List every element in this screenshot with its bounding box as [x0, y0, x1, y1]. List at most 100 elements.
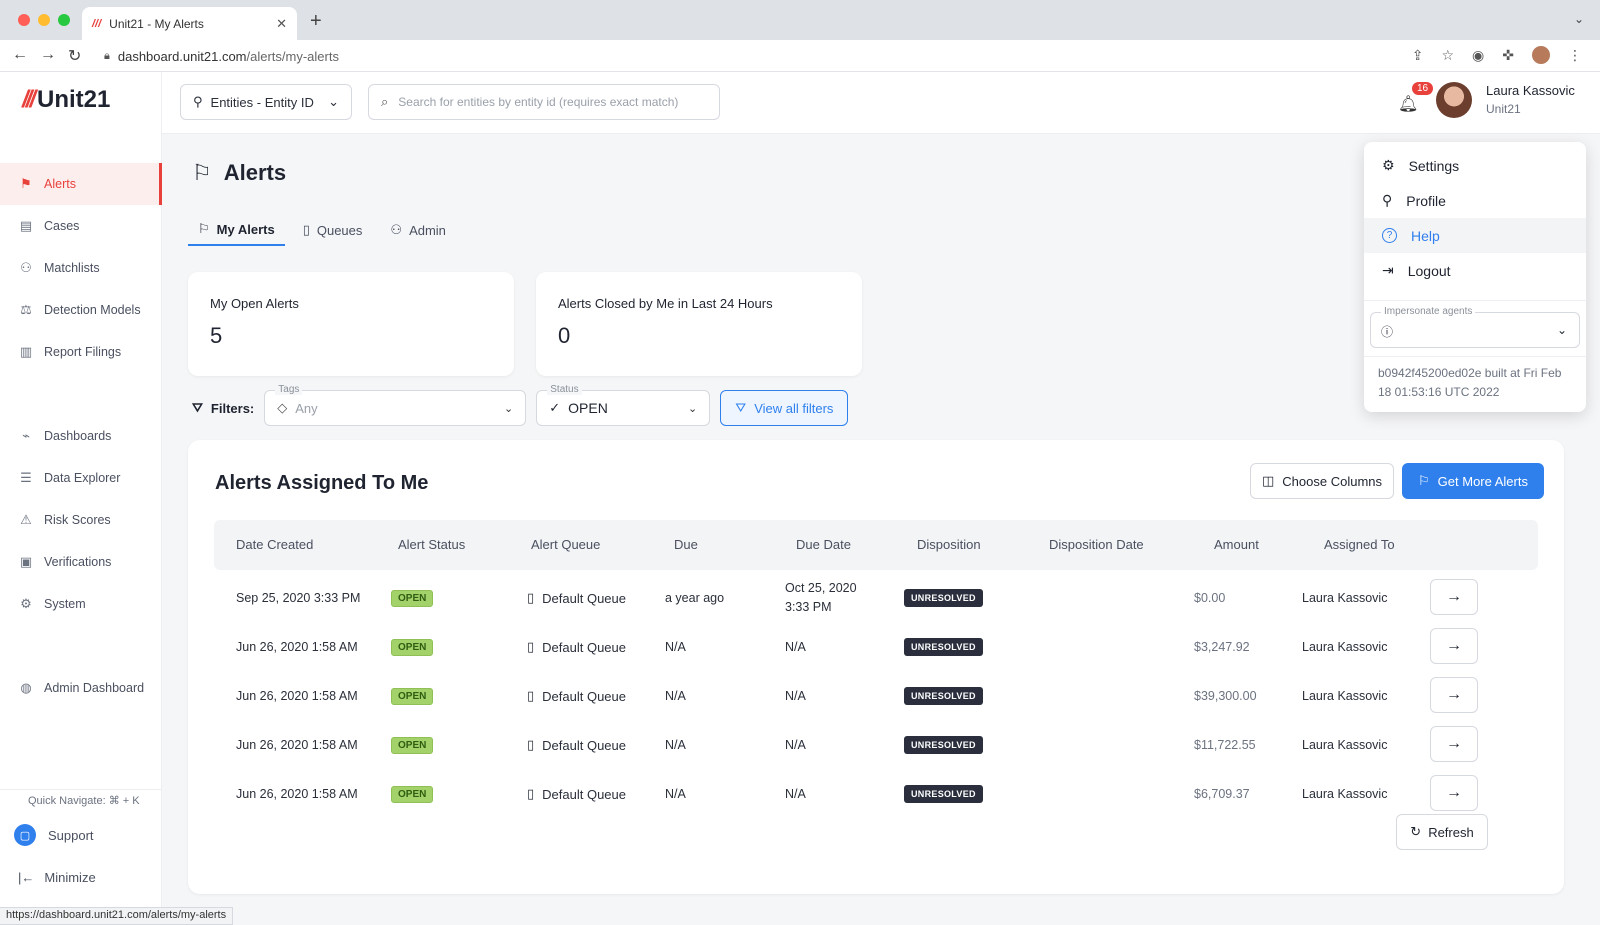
open-alert-arrow-icon[interactable]: → — [1430, 775, 1478, 811]
tags-legend: Tags — [275, 384, 303, 395]
back-arrow-icon[interactable]: ← — [12, 46, 28, 63]
column-header[interactable]: Disposition Date — [1049, 537, 1144, 552]
chrome-profile-avatar[interactable] — [1532, 46, 1550, 64]
due-cell: N/A — [665, 689, 686, 703]
sidebar-item-risk-scores[interactable]: ⚠ Risk Scores — [0, 499, 162, 541]
reload-icon[interactable]: ↻ — [68, 48, 82, 65]
status-badge: OPEN — [391, 786, 434, 803]
table-row[interactable]: Jun 26, 2020 1:58 AM OPEN ▯ Default Queue… — [214, 770, 1538, 819]
sidebar-item-label: Dashboards — [44, 429, 112, 443]
get-more-alerts-button[interactable]: ⚐ Get More Alerts — [1402, 463, 1544, 499]
sidebar-item-matchlists[interactable]: ⚇ Matchlists — [0, 247, 162, 289]
avatar[interactable] — [1436, 82, 1472, 118]
sidebar-item-cases[interactable]: ▤ Cases — [0, 205, 162, 247]
open-alert-arrow-icon[interactable]: → — [1430, 579, 1478, 615]
clipboard-icon: ▯ — [527, 786, 535, 801]
amount-cell: $0.00 — [1194, 591, 1226, 605]
refresh-button[interactable]: ↻ Refresh — [1396, 814, 1488, 850]
menu-divider — [1364, 356, 1586, 357]
queue-cell: ▯ Default Queue — [527, 737, 626, 753]
view-all-label: View all filters — [754, 400, 834, 416]
sidebar-item-detection-models[interactable]: ⚖ Detection Models — [0, 289, 162, 331]
sidebar-item-dashboards[interactable]: ⌁ Dashboards — [0, 415, 162, 457]
tab-queues[interactable]: ▯ Queues — [293, 214, 373, 246]
menu-item-settings[interactable]: ⚙ Settings — [1364, 148, 1586, 183]
disposition-badge: UNRESOLVED — [904, 589, 983, 607]
url-path: /alerts/my-alerts — [246, 48, 339, 64]
refresh-icon: ↻ — [1410, 824, 1422, 839]
flag-icon: ⚐ — [1418, 473, 1430, 488]
open-alert-arrow-icon[interactable]: → — [1430, 677, 1478, 713]
sidebar-item-data-explorer[interactable]: ☰ Data Explorer — [0, 457, 162, 499]
extension-icon[interactable]: ◉ — [1472, 46, 1485, 63]
minimize-sidebar-button[interactable]: |← Minimize — [18, 870, 96, 885]
sidebar-item-report-filings[interactable]: ▥ Report Filings — [0, 331, 162, 373]
support-button[interactable]: ▢ Support — [14, 824, 94, 846]
close-tab-icon[interactable]: ✕ — [276, 15, 287, 31]
minimize-window-button[interactable] — [38, 14, 50, 26]
impersonate-agents-select[interactable]: Impersonate agents ⓘ ⌄ — [1370, 306, 1580, 348]
share-icon[interactable]: ⇪ — [1411, 46, 1424, 63]
bookmark-star-icon[interactable]: ☆ — [1441, 46, 1455, 63]
sidebar: /// Unit21 ⚑ Alerts ▤ Cases ⚇ Matchlists ⚖ D… — [0, 72, 162, 925]
view-all-filters-button[interactable]: ⛛ View all filters — [720, 390, 849, 426]
maximize-window-button[interactable] — [58, 14, 70, 26]
choose-columns-button[interactable]: ◫ Choose Columns — [1250, 463, 1394, 499]
due-date-cell: N/A — [785, 738, 806, 752]
sidebar-item-label: Detection Models — [44, 303, 141, 317]
due-cell: N/A — [665, 640, 686, 654]
column-header[interactable]: Alert Status — [398, 537, 466, 552]
column-header[interactable]: Date Created — [236, 537, 314, 552]
table-row[interactable]: Jun 26, 2020 1:58 AM OPEN ▯ Default Queue… — [214, 672, 1538, 721]
due-date-cell: Oct 25, 2020 — [785, 581, 857, 595]
closed-alerts-label: Alerts Closed by Me in Last 24 Hours — [558, 296, 773, 311]
column-header[interactable]: Disposition — [917, 537, 981, 552]
sidebar-item-system[interactable]: ⚙ System — [0, 583, 162, 625]
column-header[interactable]: Amount — [1214, 537, 1259, 552]
browser-tab-active[interactable]: /// Unit21 - My Alerts ✕ — [82, 7, 297, 40]
tab-my-alerts[interactable]: ⚐ My Alerts — [188, 214, 285, 246]
url-field[interactable]: 🔒︎ dashboard.unit21.com/alerts/my-alerts — [104, 45, 1454, 67]
chrome-menu-icon[interactable]: ⋮ — [1568, 46, 1582, 63]
globe-icon: ◍ — [20, 680, 32, 695]
filters-label: Filters: — [210, 400, 255, 416]
table-row[interactable]: Jun 26, 2020 1:58 AM OPEN ▯ Default Queue… — [214, 623, 1538, 672]
entity-search-input[interactable] — [398, 95, 699, 109]
new-tab-button[interactable]: + — [310, 10, 322, 32]
column-header[interactable]: Alert Queue — [531, 537, 601, 552]
menu-item-logout[interactable]: ⇥ Logout — [1364, 253, 1586, 288]
open-alert-arrow-icon[interactable]: → — [1430, 726, 1478, 762]
close-window-button[interactable] — [18, 14, 30, 26]
forward-arrow-icon[interactable]: → — [40, 46, 56, 63]
due-date-cell: N/A — [785, 640, 806, 654]
sidebar-item-admin-dashboard[interactable]: ◍ Admin Dashboard — [0, 667, 162, 709]
status-filter-select[interactable]: Status ✓ OPEN ⌄ — [536, 384, 711, 426]
tags-filter-select[interactable]: Tags ◇ Any ⌄ — [264, 384, 527, 426]
status-badge: OPEN — [391, 639, 434, 656]
column-header[interactable]: Assigned To — [1324, 537, 1395, 552]
menu-item-profile[interactable]: ⚲ Profile — [1364, 183, 1586, 218]
column-header[interactable]: Due Date — [796, 537, 851, 552]
browser-tab-bar: /// Unit21 - My Alerts ✕ + ⌄ — [0, 0, 1600, 40]
sidebar-item-alerts[interactable]: ⚑ Alerts — [0, 163, 162, 205]
user-org: Unit21 — [1486, 102, 1521, 116]
search-icon: ⌕ — [381, 94, 389, 109]
date-created-cell: Jun 26, 2020 1:58 AM — [236, 787, 358, 801]
table-row[interactable]: Jun 26, 2020 1:58 AM OPEN ▯ Default Queue… — [214, 721, 1538, 770]
bell-icon[interactable]: 🔔︎ — [1398, 96, 1419, 113]
menu-item-help[interactable]: ? Help — [1364, 218, 1586, 253]
sidebar-item-verifications[interactable]: ▣ Verifications — [0, 541, 162, 583]
puzzle-extensions-icon[interactable]: ✜ — [1502, 46, 1514, 63]
building-icon: ▥ — [19, 344, 33, 359]
table-row[interactable]: Sep 25, 2020 3:33 PM OPEN ▯ Default Queue… — [214, 574, 1538, 623]
open-alert-arrow-icon[interactable]: → — [1430, 628, 1478, 664]
assigned-to-cell: Laura Kassovic — [1302, 591, 1388, 605]
unit21-logo[interactable]: /// Unit21 — [22, 86, 110, 114]
user-check-icon: ⚇ — [390, 222, 403, 237]
tab-admin[interactable]: ⚇ Admin — [380, 214, 456, 246]
entity-type-select[interactable]: ⚲ Entities - Entity ID ⌄ — [180, 84, 352, 120]
user-name[interactable]: Laura Kassovic — [1486, 83, 1575, 98]
column-header[interactable]: Due — [674, 537, 698, 552]
columns-icon: ◫ — [1261, 473, 1275, 488]
tab-search-chevron-icon[interactable]: ⌄ — [1573, 12, 1584, 26]
